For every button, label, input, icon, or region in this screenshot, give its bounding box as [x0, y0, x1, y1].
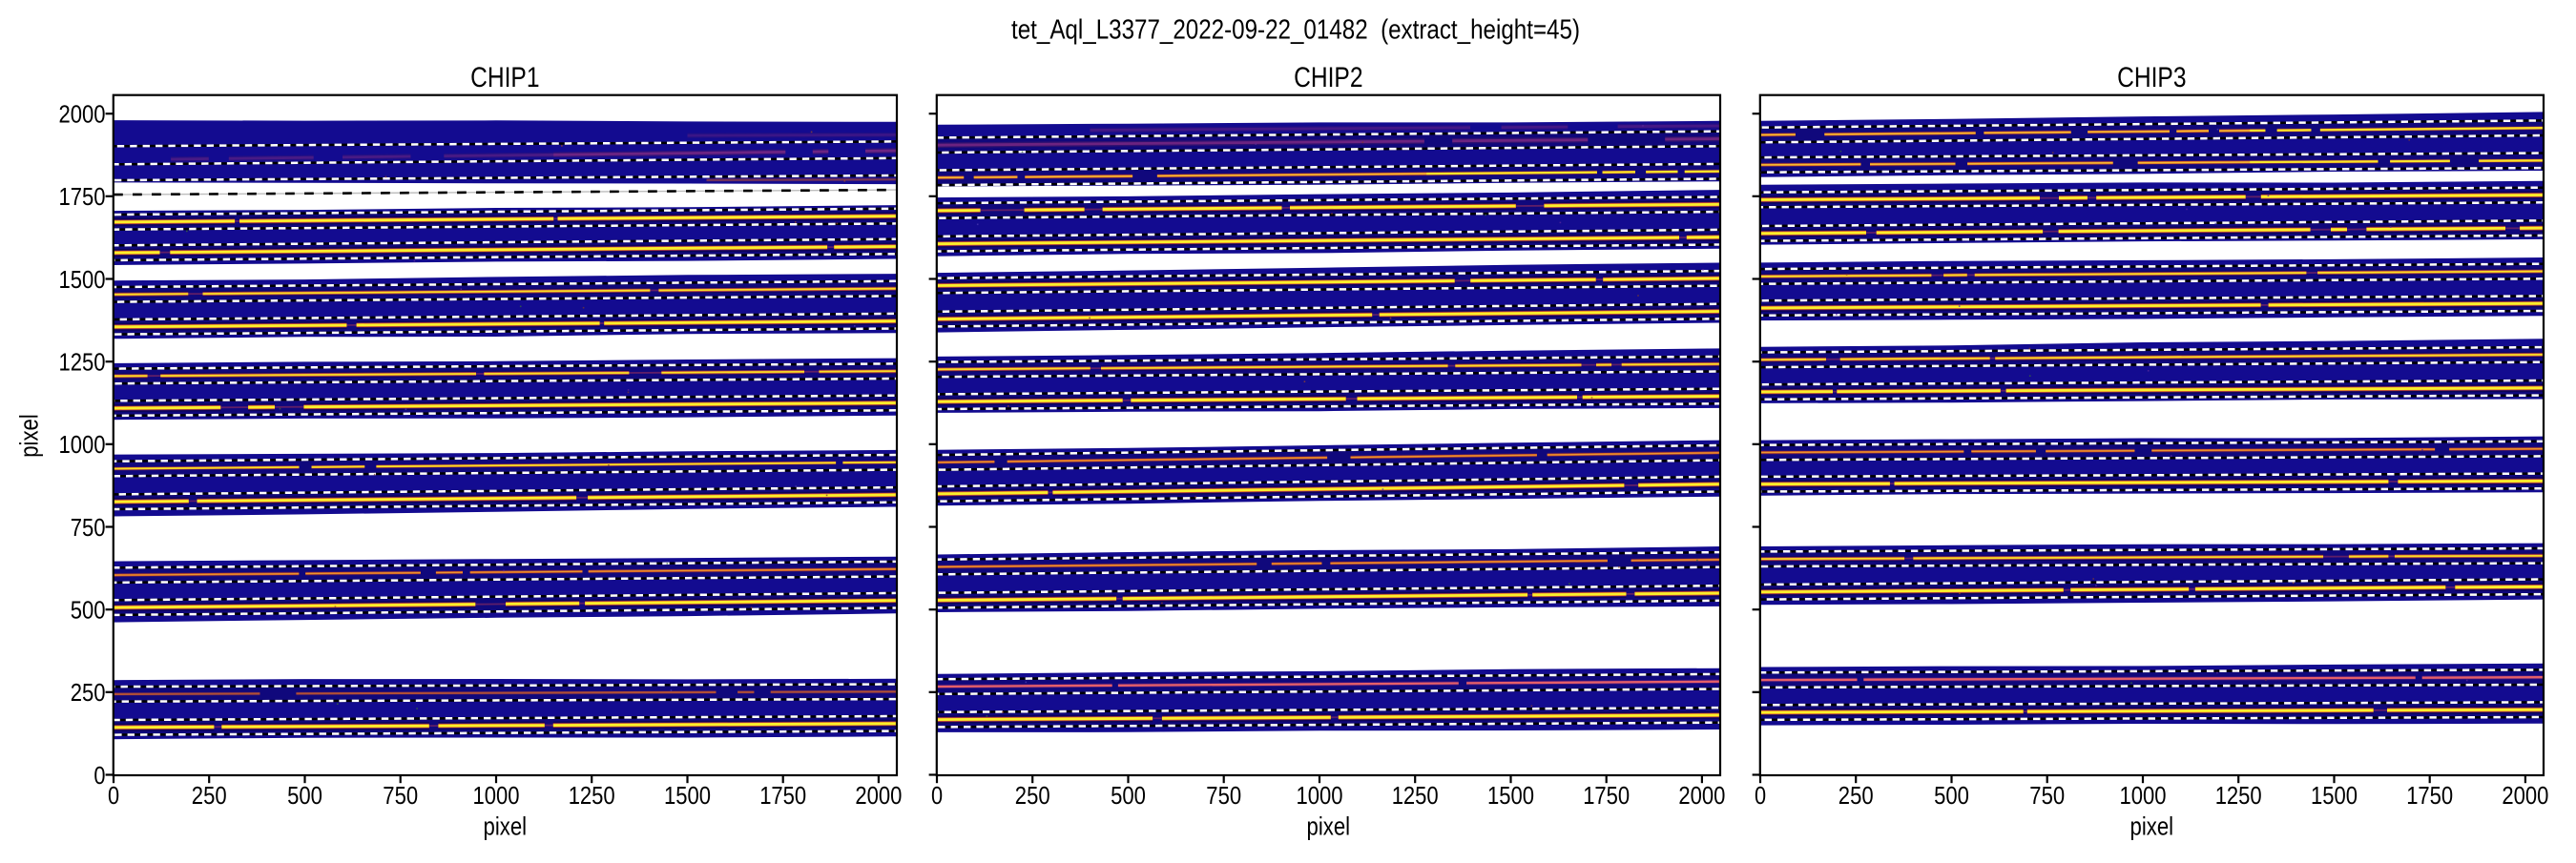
svg-text:1750: 1750 [1583, 783, 1630, 810]
svg-text:1750: 1750 [2406, 783, 2453, 810]
svg-text:pixel: pixel [484, 812, 528, 841]
svg-text:0: 0 [931, 783, 943, 810]
svg-text:0: 0 [93, 763, 105, 790]
svg-text:1500: 1500 [2311, 783, 2358, 810]
svg-text:500: 500 [71, 598, 106, 625]
svg-text:250: 250 [71, 680, 106, 707]
svg-text:250: 250 [192, 783, 227, 810]
svg-text:1000: 1000 [59, 432, 106, 459]
svg-text:750: 750 [71, 515, 106, 542]
svg-text:CHIP2: CHIP2 [1294, 62, 1362, 93]
svg-text:pixel: pixel [1307, 812, 1351, 841]
svg-text:1250: 1250 [1392, 783, 1439, 810]
svg-text:CHIP1: CHIP1 [470, 62, 539, 93]
svg-text:pixel: pixel [2130, 812, 2174, 841]
svg-text:1750: 1750 [759, 783, 806, 810]
svg-text:2000: 2000 [855, 783, 902, 810]
svg-text:250: 250 [1839, 783, 1874, 810]
svg-text:0: 0 [108, 783, 119, 810]
svg-text:500: 500 [287, 783, 322, 810]
svg-text:1250: 1250 [59, 350, 106, 377]
svg-text:1500: 1500 [664, 783, 711, 810]
svg-text:1500: 1500 [59, 267, 106, 294]
svg-text:2000: 2000 [1678, 783, 1725, 810]
svg-text:1000: 1000 [473, 783, 520, 810]
svg-text:750: 750 [1206, 783, 1241, 810]
svg-text:250: 250 [1015, 783, 1050, 810]
svg-text:1500: 1500 [1487, 783, 1534, 810]
svg-text:1000: 1000 [1297, 783, 1343, 810]
svg-text:2000: 2000 [59, 102, 106, 129]
svg-text:pixel: pixel [14, 414, 43, 458]
svg-text:750: 750 [383, 783, 418, 810]
svg-text:750: 750 [2029, 783, 2065, 810]
svg-text:1250: 1250 [2215, 783, 2262, 810]
svg-text:CHIP3: CHIP3 [2117, 62, 2186, 93]
svg-text:1750: 1750 [59, 184, 106, 211]
svg-text:1250: 1250 [569, 783, 615, 810]
svg-text:0: 0 [1755, 783, 1766, 810]
svg-text:500: 500 [1111, 783, 1146, 810]
svg-text:500: 500 [1934, 783, 1969, 810]
svg-text:tet_Aql_L3377_2022-09-22_01482: tet_Aql_L3377_2022-09-22_01482 (extract_… [1011, 14, 1580, 45]
svg-text:2000: 2000 [2502, 783, 2548, 810]
svg-text:1000: 1000 [2120, 783, 2167, 810]
